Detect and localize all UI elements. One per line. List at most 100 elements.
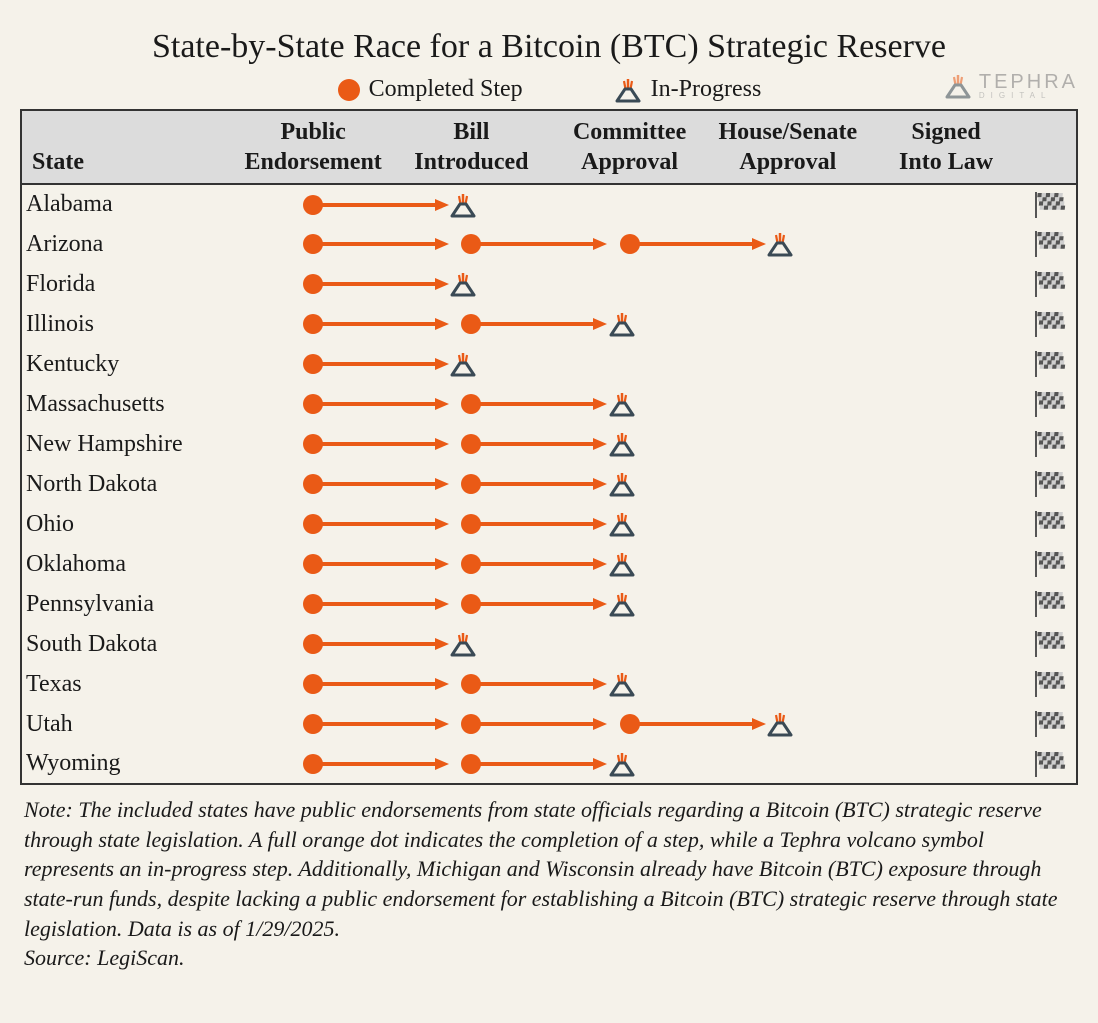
dot-icon xyxy=(460,713,482,735)
col-header-state: State xyxy=(21,110,234,184)
table-row: New Hampshire xyxy=(21,424,1077,464)
table-row: Utah xyxy=(21,704,1077,744)
step-cell xyxy=(550,344,708,384)
flag-icon xyxy=(1029,669,1072,699)
legend: Completed Step In-Progress TEPHRA DIGITA… xyxy=(20,76,1078,103)
state-name: South Dakota xyxy=(21,624,234,664)
flag-icon xyxy=(1029,229,1072,259)
dot-icon xyxy=(460,553,482,575)
dot-icon xyxy=(619,713,641,735)
step-cell xyxy=(234,504,392,544)
table-row: Ohio xyxy=(21,504,1077,544)
flag-icon xyxy=(1029,629,1072,659)
flag-icon xyxy=(1029,429,1072,459)
step-cell xyxy=(867,704,1025,744)
volcano-icon xyxy=(765,711,795,737)
legend-completed: Completed Step xyxy=(337,76,523,103)
flag-icon xyxy=(1029,269,1072,299)
table-row: Massachusetts xyxy=(21,384,1077,424)
flag-icon xyxy=(1029,509,1072,539)
step-cell xyxy=(709,184,867,224)
progress-arrow xyxy=(313,304,449,344)
volcano-icon xyxy=(607,471,637,497)
col-header-step: PublicEndorsement xyxy=(234,110,392,184)
volcano-icon xyxy=(607,591,637,617)
finish-flag xyxy=(1025,544,1077,584)
volcano-icon xyxy=(943,73,973,99)
volcano-icon xyxy=(607,511,637,537)
dot-icon xyxy=(460,753,482,775)
col-header-step: CommitteeApproval xyxy=(550,110,708,184)
finish-flag xyxy=(1025,624,1077,664)
flag-icon xyxy=(1029,469,1072,499)
step-cell xyxy=(234,464,392,504)
progress-arrow xyxy=(471,664,607,704)
volcano-icon xyxy=(607,671,637,697)
dot-icon xyxy=(302,513,324,535)
progress-arrow xyxy=(313,584,449,624)
dot-icon xyxy=(460,513,482,535)
source-line: Source: LegiScan. xyxy=(20,945,1078,971)
state-name: Texas xyxy=(21,664,234,704)
state-name: Oklahoma xyxy=(21,544,234,584)
col-header-flag xyxy=(1025,110,1077,184)
dot-icon xyxy=(460,673,482,695)
step-cell xyxy=(550,184,708,224)
table-header-row: State PublicEndorsement BillIntroduced C… xyxy=(21,110,1077,184)
volcano-icon xyxy=(448,631,478,657)
state-name: Kentucky xyxy=(21,344,234,384)
step-cell xyxy=(867,184,1025,224)
dot-icon xyxy=(337,78,361,102)
dot-icon xyxy=(302,713,324,735)
progress-arrow xyxy=(471,744,607,783)
dot-icon xyxy=(460,313,482,335)
progress-arrow xyxy=(313,185,449,224)
state-name: Arizona xyxy=(21,224,234,264)
volcano-icon xyxy=(607,311,637,337)
dot-icon xyxy=(460,593,482,615)
finish-flag xyxy=(1025,704,1077,744)
page-title: State-by-State Race for a Bitcoin (BTC) … xyxy=(20,28,1078,66)
col-header-step: House/SenateApproval xyxy=(709,110,867,184)
dot-icon xyxy=(619,233,641,255)
dot-icon xyxy=(302,553,324,575)
step-cell xyxy=(709,344,867,384)
flag-icon xyxy=(1029,389,1072,419)
col-header-step: BillIntroduced xyxy=(392,110,550,184)
volcano-icon xyxy=(607,751,637,777)
table-row: Texas xyxy=(21,664,1077,704)
table-row: Arizona xyxy=(21,224,1077,264)
step-cell xyxy=(550,264,708,304)
volcano-icon xyxy=(765,231,795,257)
volcano-icon xyxy=(607,391,637,417)
state-name: Utah xyxy=(21,704,234,744)
dot-icon xyxy=(302,593,324,615)
progress-arrow xyxy=(313,704,449,744)
step-cell xyxy=(234,304,392,344)
state-name: Pennsylvania xyxy=(21,584,234,624)
step-cell xyxy=(867,384,1025,424)
progress-arrow xyxy=(313,744,449,783)
finish-flag xyxy=(1025,344,1077,384)
dot-icon xyxy=(460,433,482,455)
progress-arrow xyxy=(313,344,449,384)
flag-icon xyxy=(1029,190,1072,220)
step-cell xyxy=(867,304,1025,344)
dot-icon xyxy=(302,753,324,775)
finish-flag xyxy=(1025,744,1077,784)
step-cell xyxy=(709,424,867,464)
step-cell xyxy=(234,664,392,704)
dot-icon xyxy=(302,313,324,335)
finish-flag xyxy=(1025,224,1077,264)
progress-arrow xyxy=(313,424,449,464)
step-cell xyxy=(234,224,392,264)
progress-arrow xyxy=(471,584,607,624)
progress-arrow xyxy=(313,384,449,424)
step-cell xyxy=(867,464,1025,504)
step-cell xyxy=(709,504,867,544)
table-row: North Dakota xyxy=(21,464,1077,504)
volcano-icon xyxy=(448,192,478,218)
progress-arrow xyxy=(471,424,607,464)
progress-arrow xyxy=(313,664,449,704)
flag-icon xyxy=(1029,749,1072,779)
